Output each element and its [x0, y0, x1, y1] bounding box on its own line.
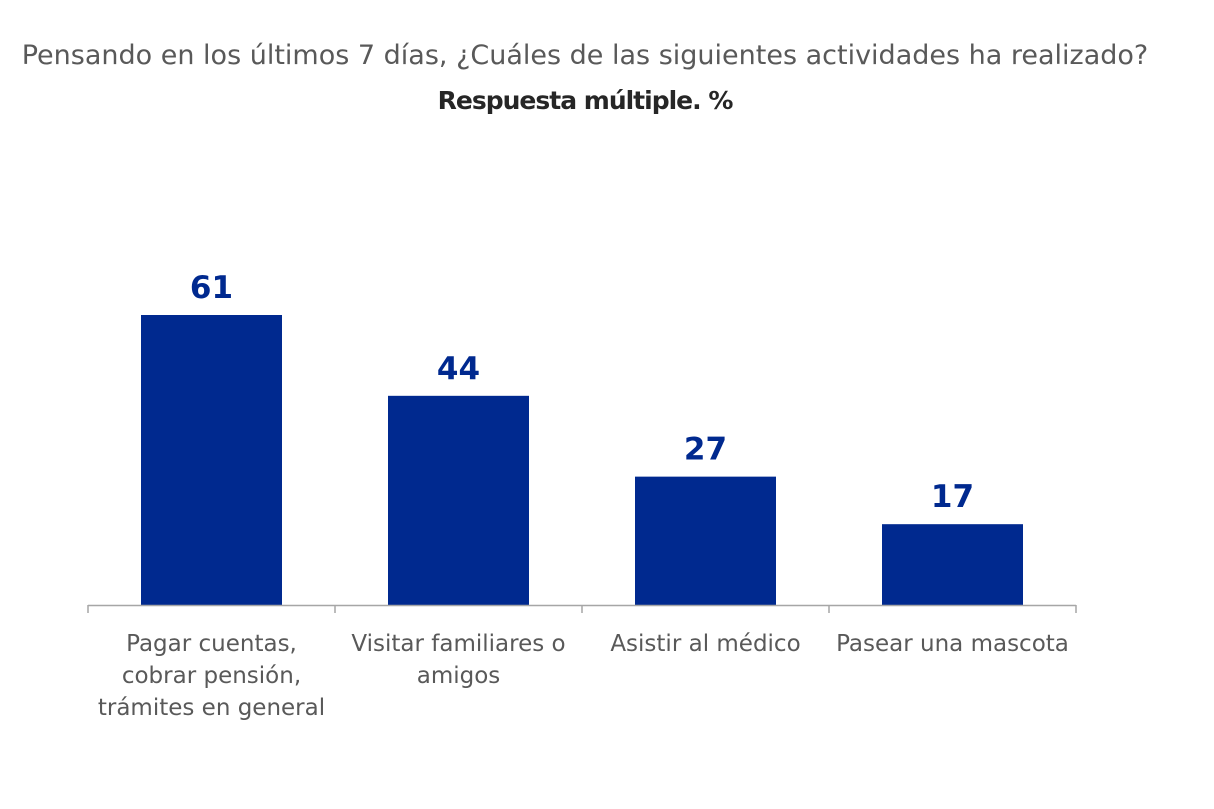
chart-subtitle: Respuesta múltiple. %	[437, 86, 734, 115]
category-label: Pasear una mascota	[836, 631, 1069, 657]
x-axis	[87, 604, 1077, 613]
category-label: Pagar cuentas, cobrar pensión, trámites …	[97, 631, 326, 721]
category-label: Visitar familiares o amigos	[351, 631, 566, 689]
category-label: Asistir al médico	[610, 631, 801, 657]
bar-value-label: 27	[684, 432, 727, 468]
bar-value-label: 17	[931, 479, 974, 515]
bars-group	[141, 315, 1023, 605]
bar-value-label: 61	[190, 270, 233, 306]
bar-value-label: 44	[437, 351, 480, 387]
chart-title: Pensando en los últimos 7 días, ¿Cuáles …	[21, 40, 1149, 71]
bar	[388, 395, 529, 605]
value-labels-group: 61 44 27 17	[190, 270, 974, 515]
bar	[141, 315, 282, 605]
bar	[882, 524, 1023, 605]
bar	[635, 476, 776, 605]
